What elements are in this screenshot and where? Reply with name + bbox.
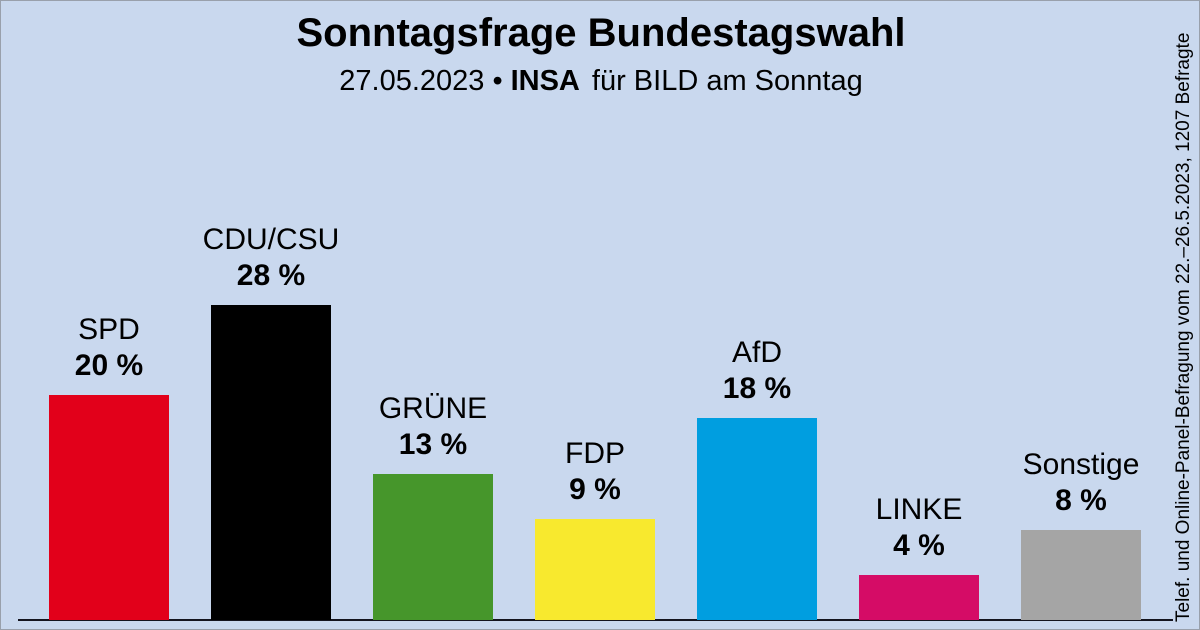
bar-cdu-csu — [211, 305, 331, 620]
bar-afd — [697, 417, 817, 620]
bar-fdp — [535, 518, 655, 620]
subtitle-client: für BILD am Sonntag — [591, 65, 863, 97]
party-value: 8 % — [1055, 484, 1107, 517]
bar-sonstige — [1021, 530, 1141, 620]
party-value: 18 % — [722, 371, 792, 405]
bar-label-fdp: FDP 9 % — [485, 436, 705, 508]
party-value: 9 % — [569, 472, 621, 506]
party-name: SPD — [78, 313, 140, 346]
bar-label-gr-ne: GRÜNE 13 % — [323, 391, 543, 463]
subtitle-date: 27.05.2023 — [339, 65, 485, 97]
party-name: LINKE — [875, 493, 963, 526]
party-value: 20 % — [74, 349, 144, 382]
bar-label-afd: AfD 18 % — [647, 335, 867, 407]
party-value: 28 % — [236, 259, 306, 292]
bar-label-cdu-csu: CDU/CSU 28 % — [161, 222, 381, 294]
party-name: Sonstige — [1022, 448, 1140, 481]
subtitle-institute: INSA — [510, 65, 580, 97]
party-name: CDU/CSU — [202, 223, 340, 256]
bar-linke — [859, 575, 979, 620]
x-axis-baseline — [18, 619, 1173, 621]
party-value: 4 % — [893, 529, 945, 562]
bar-spd — [49, 395, 169, 620]
bar-label-sonstige: Sonstige 8 % — [971, 447, 1191, 519]
chart-subtitle: 27.05.2023 • INSA für BILD am Sonntag — [1, 65, 1199, 98]
party-name: FDP — [565, 436, 625, 470]
chart-title: Sonntagsfrage Bundestagswahl — [296, 11, 906, 55]
party-name: AfD — [731, 335, 782, 369]
subtitle-bullet: • — [492, 65, 503, 97]
bar-label-linke: LINKE 4 % — [809, 492, 1029, 564]
bar-gr-ne — [373, 473, 493, 620]
party-name: GRÜNE — [378, 391, 488, 425]
party-value: 13 % — [398, 427, 468, 461]
bar-label-spd: SPD 20 % — [1, 312, 219, 384]
